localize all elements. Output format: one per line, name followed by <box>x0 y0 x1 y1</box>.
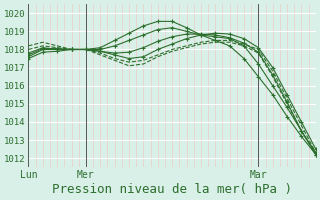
X-axis label: Pression niveau de la mer( hPa ): Pression niveau de la mer( hPa ) <box>52 183 292 196</box>
